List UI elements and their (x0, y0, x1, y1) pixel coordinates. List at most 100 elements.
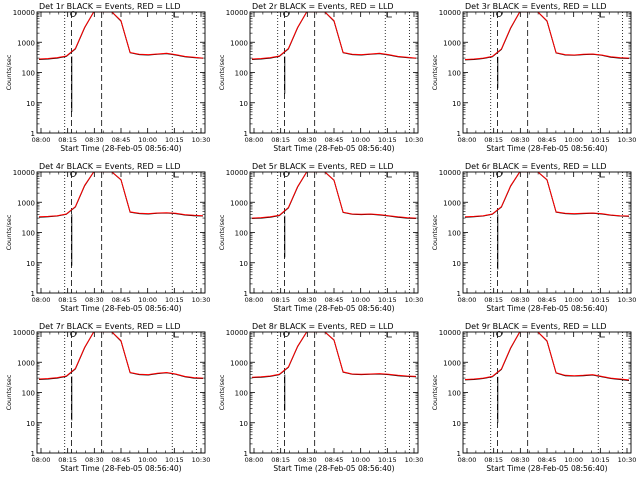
x-tick-label: 10:00 (564, 296, 583, 304)
y-tick-label: 10000 (439, 169, 461, 177)
x-tick-label: 08:00 (245, 296, 264, 304)
y-tick-label: 10000 (13, 9, 35, 17)
x-tick-label: 10:00 (138, 456, 157, 464)
y-tick-label: 100 (235, 70, 248, 78)
chart-title: Det 9r BLACK = Events, RED = LLD (465, 322, 607, 331)
x-tick-label: 08:00 (32, 456, 51, 464)
y-tick-label: 10 (239, 260, 248, 268)
plot-frame (462, 331, 632, 454)
y-axis-label: Counts/sec (5, 214, 13, 250)
y-tick-label: 1000 (443, 199, 461, 207)
y-axis-label: Counts/sec (431, 54, 439, 90)
y-tick-label: 1 (31, 130, 35, 138)
x-tick-label: 08:45 (538, 296, 557, 304)
y-axis-label: Counts/sec (431, 214, 439, 250)
y-tick-label: 1 (244, 450, 248, 458)
end-marker (386, 332, 392, 338)
x-tick-label: 08:45 (538, 456, 557, 464)
x-tick-label: 10:00 (564, 136, 583, 144)
y-tick-label: 1 (31, 290, 35, 298)
y-tick-label: 100 (22, 230, 35, 238)
x-tick-label: 10:15 (165, 296, 184, 304)
end-marker (173, 12, 179, 18)
x-tick-label: 08:30 (298, 456, 317, 464)
y-tick-label: 1 (457, 290, 461, 298)
chart-svg: Det 6r BLACK = Events, RED = LLD 1 10 100 10… (431, 162, 637, 313)
x-axis-label: Start Time (28-Feb-05 08:56:40) (60, 144, 181, 153)
x-tick-label: 10:30 (405, 296, 424, 304)
x-tick-label: 10:15 (378, 296, 397, 304)
y-tick-label: 1000 (230, 359, 248, 367)
y-tick-label: 10 (452, 420, 461, 428)
x-tick-label: 10:15 (165, 456, 184, 464)
series-group (464, 172, 630, 270)
x-axis-label: Start Time (28-Feb-05 08:56:40) (60, 464, 181, 473)
end-marker (599, 12, 605, 18)
y-axis-label: Counts/sec (431, 374, 439, 410)
x-tick-label: 10:15 (378, 456, 397, 464)
x-tick-label: 10:15 (165, 136, 184, 144)
y-tick-label: 1 (457, 450, 461, 458)
y-tick-label: 1000 (443, 39, 461, 47)
detector-panel: Det 3r BLACK = Events, RED = LLD 1 10 100 10… (426, 0, 639, 160)
y-tick-label: 100 (235, 230, 248, 238)
series-group (38, 172, 204, 266)
x-axis-label: Start Time (28-Feb-05 08:56:40) (486, 144, 607, 153)
lld-series-line (251, 12, 417, 60)
x-tick-label: 08:45 (112, 136, 131, 144)
x-tick-label: 10:30 (192, 136, 211, 144)
lld-series-line (464, 332, 630, 381)
chart-title: Det 8r BLACK = Events, RED = LLD (252, 322, 394, 331)
plot-frame (462, 171, 632, 294)
x-tick-label: 10:30 (192, 456, 211, 464)
lld-series-line (38, 332, 204, 380)
end-marker (173, 172, 179, 178)
x-tick-label: 08:00 (458, 296, 477, 304)
end-marker (386, 12, 392, 18)
series-group (464, 12, 630, 89)
x-tick-label: 08:45 (538, 136, 557, 144)
chart-svg: Det 9r BLACK = Events, RED = LLD 1 10 100 10… (431, 322, 637, 473)
plot-frame (249, 11, 419, 134)
y-tick-label: 1 (244, 130, 248, 138)
start-marker (496, 331, 503, 337)
start-marker (283, 171, 290, 177)
x-tick-label: 10:00 (138, 136, 157, 144)
y-tick-label: 10000 (226, 9, 248, 17)
y-tick-label: 10000 (226, 329, 248, 337)
y-axis-label: Counts/sec (218, 54, 226, 90)
chart-title: Det 6r BLACK = Events, RED = LLD (465, 162, 607, 171)
x-tick-label: 10:15 (591, 136, 610, 144)
x-axis-label: Start Time (28-Feb-05 08:56:40) (60, 304, 181, 313)
lld-series-line (464, 12, 630, 60)
lld-series-line (251, 332, 417, 378)
events-series-line (464, 332, 630, 381)
lld-series-line (38, 12, 204, 60)
y-tick-label: 1 (244, 290, 248, 298)
x-tick-label: 10:00 (351, 456, 370, 464)
chart-title: Det 1r BLACK = Events, RED = LLD (39, 2, 181, 11)
events-series-line (251, 172, 417, 219)
x-tick-label: 10:15 (591, 296, 610, 304)
y-tick-label: 100 (448, 230, 461, 238)
plot-frame (36, 11, 206, 134)
y-tick-label: 1 (457, 130, 461, 138)
x-tick-label: 10:30 (405, 456, 424, 464)
y-tick-label: 1000 (17, 39, 35, 47)
events-series-line (38, 332, 204, 380)
x-tick-label: 08:30 (511, 296, 530, 304)
x-tick-label: 08:15 (484, 456, 503, 464)
x-tick-label: 10:30 (618, 296, 637, 304)
plot-frame (249, 331, 419, 454)
plot-frame (462, 11, 632, 134)
x-tick-label: 08:30 (85, 456, 104, 464)
events-series-line (251, 12, 417, 60)
x-axis-label: Start Time (28-Feb-05 08:56:40) (273, 304, 394, 313)
y-tick-label: 1000 (230, 39, 248, 47)
x-tick-label: 10:30 (618, 456, 637, 464)
x-tick-label: 08:15 (484, 296, 503, 304)
y-axis-label: Counts/sec (218, 214, 226, 250)
series-group (38, 332, 204, 421)
lld-series-line (464, 172, 630, 218)
x-tick-label: 10:00 (351, 296, 370, 304)
